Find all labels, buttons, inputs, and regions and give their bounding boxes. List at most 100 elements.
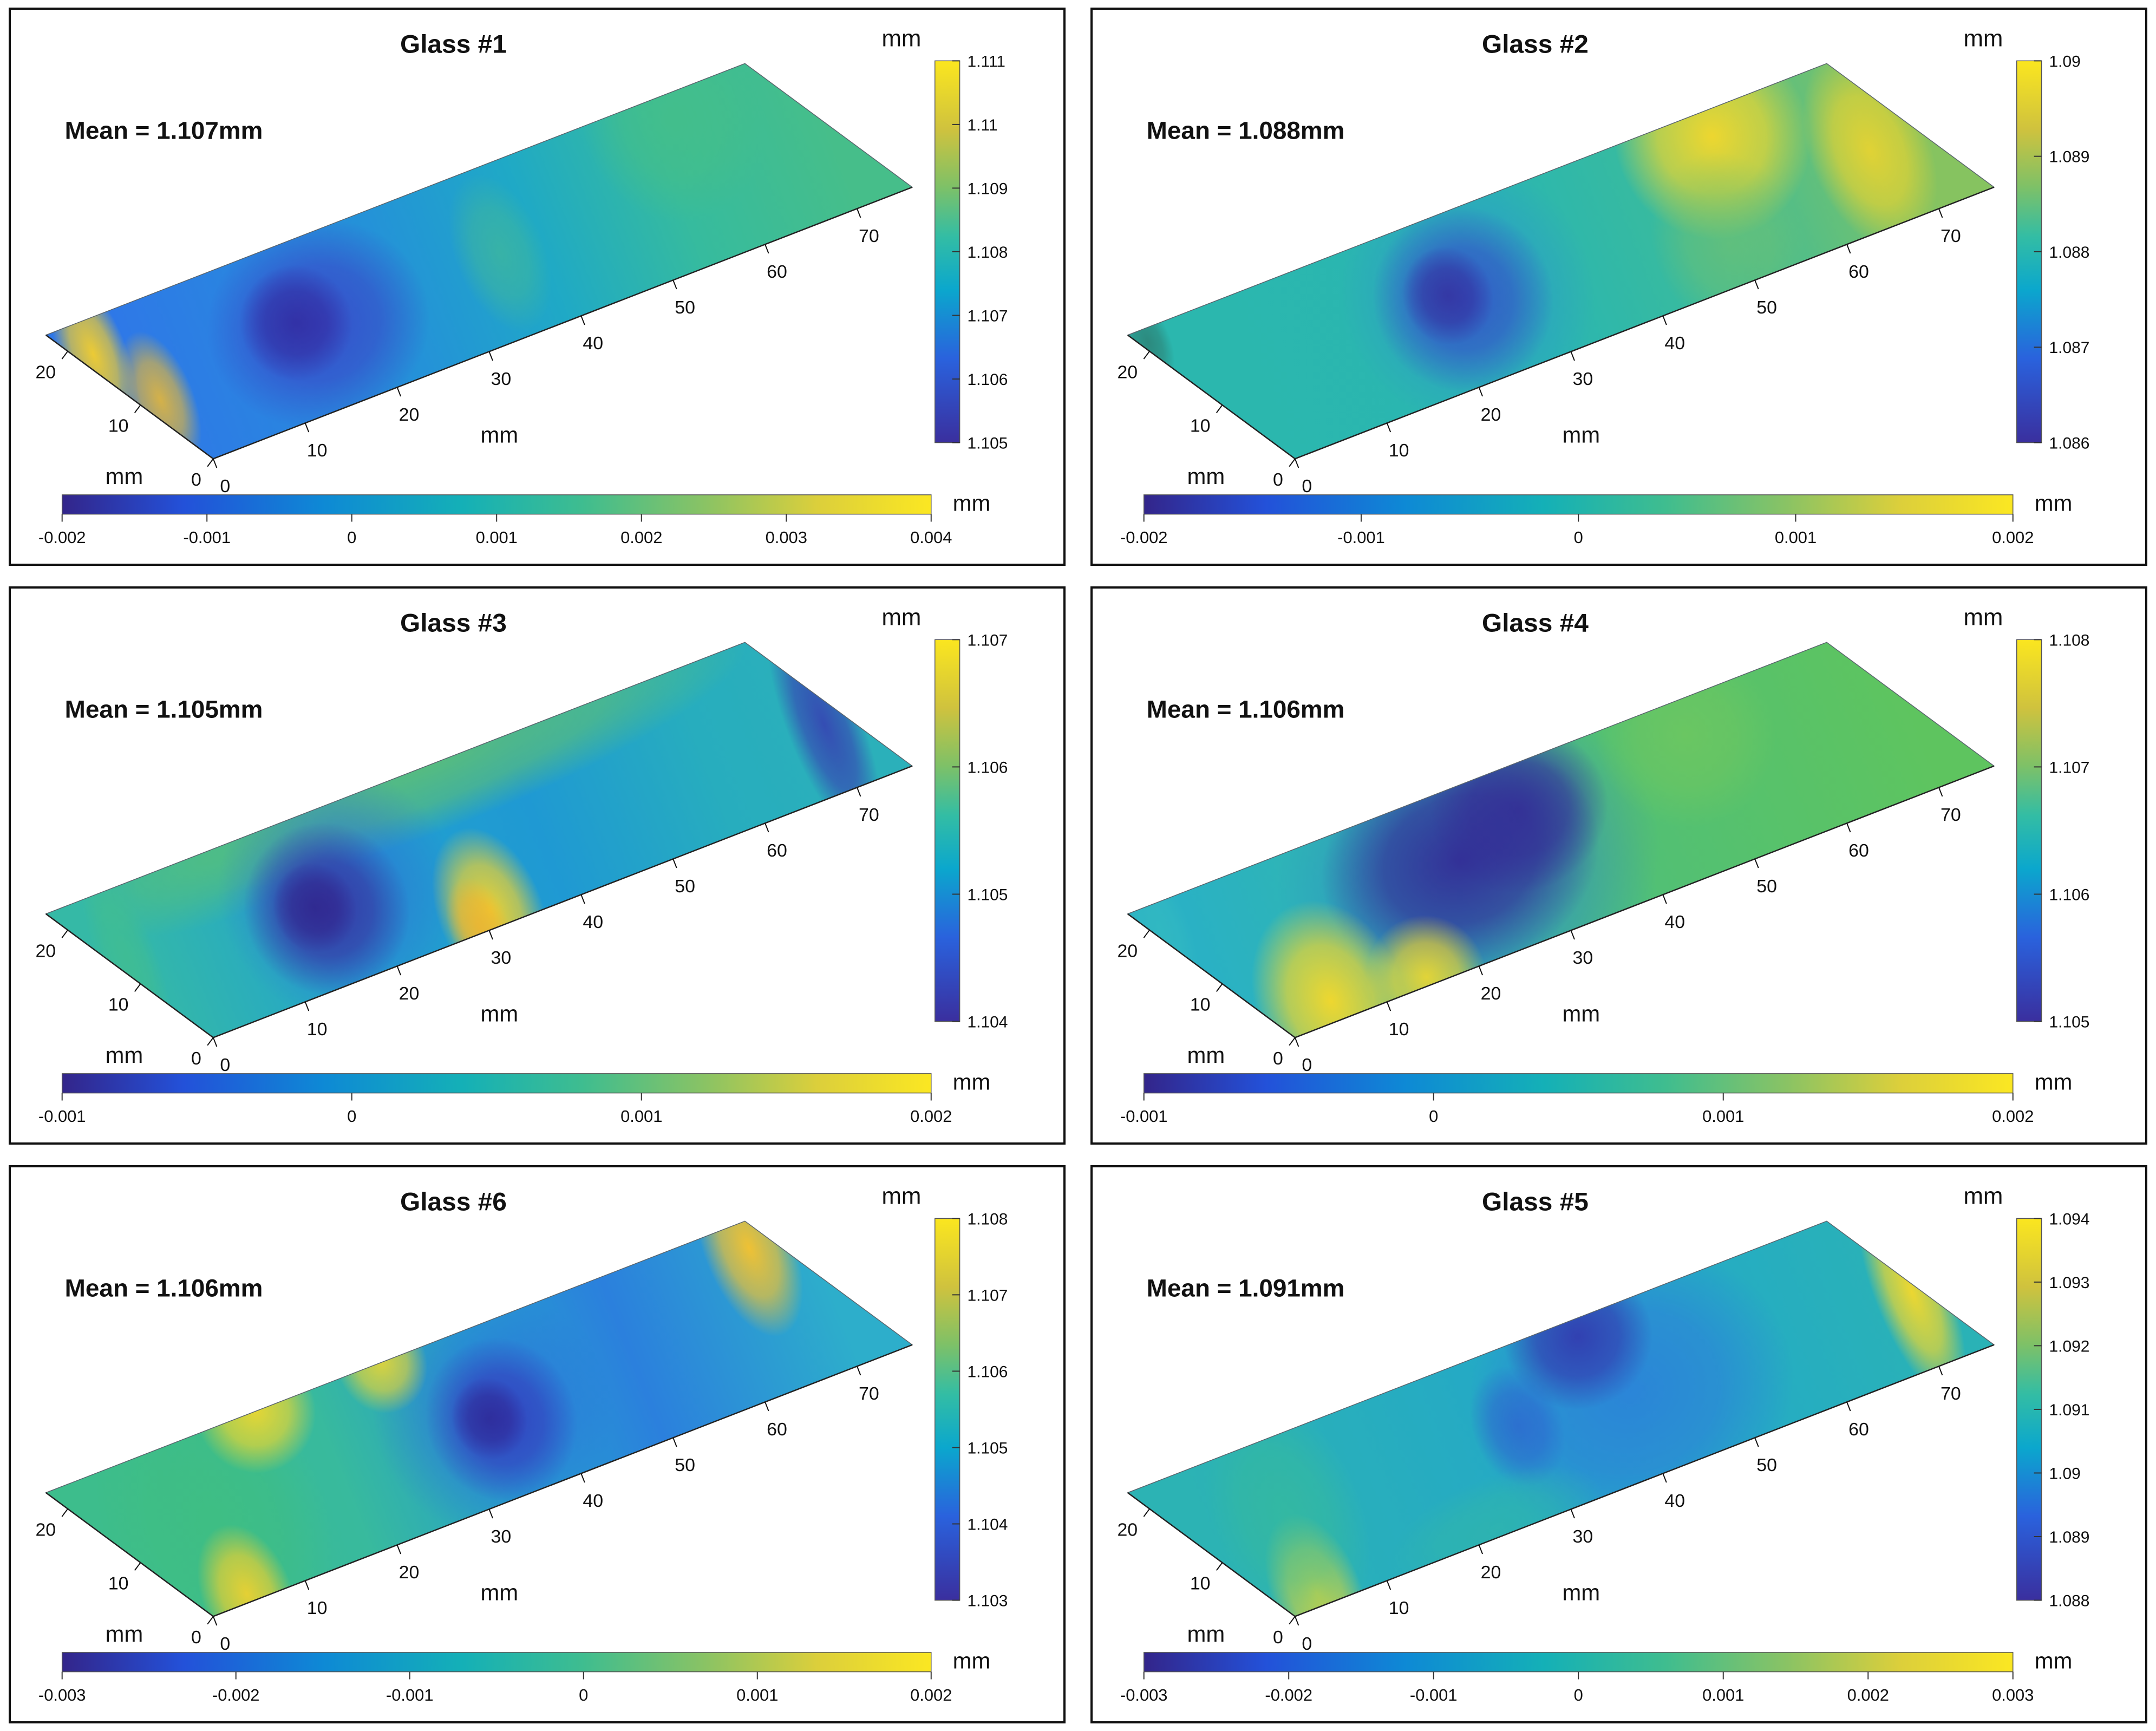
x-tick-label: 30 [1573, 369, 1593, 389]
deviation-colorbar-tick-label: -0.001 [386, 1686, 434, 1704]
x-tick-mark [672, 1437, 677, 1447]
x-tick-mark [1570, 930, 1575, 940]
deviation-unit-label: mm [2035, 1648, 2073, 1674]
x-tick-label: 10 [1389, 440, 1409, 461]
y-tick-mark [1289, 1037, 1296, 1046]
x-tick-label: 40 [583, 912, 603, 932]
x-tick-mark [857, 208, 861, 218]
thickness-colorbar-tick-label: 1.109 [968, 180, 1008, 198]
x-tick-mark [765, 1401, 769, 1412]
x-tick-label: 20 [1481, 1562, 1501, 1583]
x-tick-mark [857, 1366, 861, 1376]
deviation-colorbar-tick-label: 0.002 [1847, 1686, 1889, 1704]
x-tick-label: 0 [1302, 1634, 1312, 1654]
deviation-colorbar-tick-label: 0 [579, 1686, 588, 1704]
thickness-colorbar-tick-label: 1.103 [968, 1592, 1008, 1610]
x-tick-mark [1846, 822, 1851, 833]
mean-label: Mean = 1.088mm [1147, 116, 1345, 144]
deviation-colorbar-tick-label: 0.004 [910, 528, 952, 547]
thickness-colorbar-tick-label: 1.108 [2049, 631, 2090, 649]
x-tick-mark [1754, 279, 1759, 290]
x-tick-label: 10 [307, 1019, 328, 1040]
mean-label: Mean = 1.107mm [65, 116, 263, 144]
deviation-colorbar-tick-label: 0.001 [1775, 528, 1817, 547]
y-axis-unit-label: mm [105, 463, 143, 489]
thickness-colorbar-tick-label: 1.092 [2049, 1337, 2090, 1355]
y-tick-label: 20 [1117, 362, 1138, 382]
thickness-colorbar-tick-label: 1.107 [968, 631, 1008, 649]
x-tick-mark [1846, 244, 1851, 254]
panel-title: Glass #1 [400, 30, 507, 59]
x-tick-mark [1386, 1001, 1391, 1011]
y-tick-label: 0 [1273, 469, 1283, 490]
x-tick-label: 70 [1941, 1383, 1961, 1404]
deviation-colorbar [1143, 1652, 2014, 1673]
surface-blob [197, 1524, 297, 1617]
thickness-colorbar-tick-label: 1.09 [2049, 1465, 2081, 1482]
x-axis-unit-label: mm [480, 1001, 518, 1027]
x-tick-label: 0 [1302, 1055, 1312, 1075]
thickness-colorbar-tick-label: 1.105 [968, 435, 1008, 453]
thickness-colorbar-tick-label: 1.106 [968, 759, 1008, 776]
thickness-colorbar-tick-label: 1.108 [968, 244, 1008, 262]
deviation-unit-label: mm [953, 1069, 991, 1095]
colorbar-unit-label: mm [881, 1183, 921, 1210]
deviation-colorbar-tick-label: -0.001 [38, 1107, 86, 1126]
x-tick-mark [1938, 208, 1943, 218]
x-tick-label: 20 [1481, 983, 1501, 1004]
deviation-colorbar [61, 1652, 932, 1673]
x-tick-mark [1294, 1616, 1299, 1626]
colorbar-unit-label: mm [1963, 25, 2003, 52]
y-tick-mark [1143, 930, 1150, 938]
x-tick-mark [1846, 1401, 1851, 1412]
x-tick-label: 50 [675, 297, 695, 318]
x-tick-label: 50 [1756, 297, 1777, 318]
panel-glass-3: 0 10 20 30 40 50 60 70 0 10 20 mm mm Glass #3 Mean = 1… [9, 586, 1066, 1145]
y-tick-mark [1289, 458, 1296, 467]
axis-line [1127, 1344, 1995, 1617]
thickness-colorbar-tick-label: 1.106 [968, 1363, 1008, 1381]
panel-title: Glass #5 [1482, 1188, 1589, 1217]
x-tick-label: 0 [220, 1055, 230, 1075]
x-tick-mark [857, 787, 861, 797]
x-tick-mark [1386, 1580, 1391, 1590]
x-tick-mark [1294, 458, 1299, 468]
x-tick-mark [1294, 1037, 1299, 1047]
x-tick-mark [580, 1473, 585, 1483]
y-tick-label: 0 [191, 1048, 201, 1069]
thickness-colorbar [934, 639, 961, 1022]
x-tick-label: 60 [767, 840, 787, 861]
deviation-colorbar-tick-label: 0 [1429, 1107, 1438, 1126]
deviation-colorbar-tick-label: -0.003 [38, 1686, 86, 1704]
x-tick-mark [212, 458, 218, 468]
surface-plot-glass-6: 0 10 20 30 40 50 60 70 0 10 20 mm mm Glass #6 Mean = 1… [35, 1183, 1008, 1705]
x-tick-mark [1754, 1437, 1759, 1447]
surface-blob [272, 862, 357, 953]
deviation-colorbar-tick-label: -0.002 [38, 528, 86, 547]
x-axis-unit-label: mm [480, 422, 518, 448]
surface-plot-glass-2: 0 10 20 30 40 50 60 70 0 10 20 mm mm Glass #2 Mean = 1… [1117, 25, 2090, 547]
x-axis-unit-label: mm [480, 1580, 518, 1605]
deviation-colorbar [1143, 494, 2014, 515]
mean-label: Mean = 1.091mm [1147, 1274, 1345, 1302]
x-tick-mark [580, 315, 585, 325]
y-tick-label: 0 [191, 469, 201, 490]
x-tick-mark [488, 1508, 493, 1519]
surface-plot-glass-3: 0 10 20 30 40 50 60 70 0 10 20 mm mm Glass #3 Mean = 1… [35, 604, 1008, 1126]
x-tick-mark [396, 965, 402, 976]
y-axis-unit-label: mm [1187, 1042, 1225, 1068]
x-tick-label: 0 [220, 1634, 230, 1654]
y-tick-mark [1216, 983, 1223, 992]
y-axis-unit-label: mm [1187, 463, 1225, 489]
x-tick-label: 10 [1389, 1019, 1409, 1040]
thickness-colorbar-tick-label: 1.087 [2049, 339, 2090, 357]
deviation-colorbar-tick-label: -0.001 [1120, 1107, 1168, 1126]
x-tick-label: 0 [220, 476, 230, 497]
deviation-colorbar [61, 494, 932, 515]
x-tick-label: 40 [583, 333, 603, 354]
axis-line [45, 1344, 913, 1617]
deviation-unit-label: mm [953, 491, 991, 516]
thickness-colorbar-tick-label: 1.105 [2049, 1014, 2090, 1031]
y-tick-mark [134, 1562, 141, 1571]
